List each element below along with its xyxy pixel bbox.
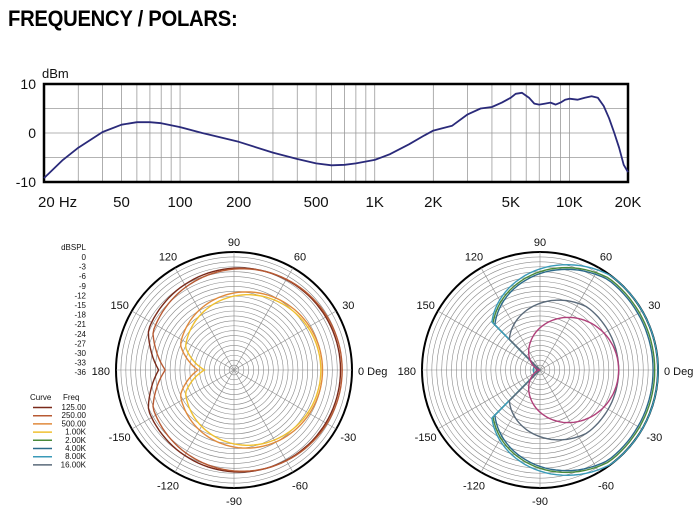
x-tick-label: 50 <box>113 194 130 211</box>
radial-tick-label: -18 <box>74 311 86 320</box>
polar-spoke <box>233 267 294 371</box>
angle-label: -30 <box>646 432 662 444</box>
y-tick-label: -10 <box>16 174 36 190</box>
polar-spoke <box>437 310 541 371</box>
polar-spoke <box>539 310 643 371</box>
angle-label: -90 <box>532 496 548 508</box>
angle-label: -90 <box>226 496 242 508</box>
angle-label: 30 <box>342 300 354 312</box>
angle-label: 180 <box>92 366 110 378</box>
x-tick-label: 1K <box>366 194 384 211</box>
radial-tick-label: -30 <box>74 349 86 358</box>
radial-tick-label: -27 <box>74 339 86 348</box>
radial-tick-label: -6 <box>79 272 87 281</box>
polar-curve-1-00K <box>184 294 322 446</box>
angle-label: -120 <box>463 480 485 492</box>
radial-tick-label: -36 <box>74 368 86 377</box>
angle-label: 120 <box>465 252 483 264</box>
angle-label: -150 <box>415 432 437 444</box>
polar-spoke <box>233 369 337 430</box>
legend-label: 8.00K <box>65 452 87 461</box>
polar-spoke <box>233 310 337 371</box>
angle-label: 90 <box>534 237 546 249</box>
y-tick-label: 10 <box>20 76 36 92</box>
x-tick-label: 2K <box>424 194 442 211</box>
plot-frame <box>42 82 630 184</box>
radial-tick-label: -12 <box>74 291 86 300</box>
page-title: FREQUENCY / POLARS: <box>8 6 238 31</box>
legend-label: 500.00 <box>62 419 87 428</box>
y-axis-label: dBm <box>42 66 69 81</box>
angle-label: 90 <box>228 237 240 249</box>
polar-spoke <box>233 369 294 473</box>
angle-label: 180 <box>398 366 416 378</box>
polar-spoke <box>539 267 600 371</box>
polar-spoke <box>480 369 541 473</box>
frequency-response-line <box>43 91 629 179</box>
polar-spoke <box>480 267 541 371</box>
legend-label: 250.00 <box>62 411 87 420</box>
radial-tick-label: -9 <box>79 282 87 291</box>
legend-label: 2.00K <box>65 436 87 445</box>
angle-label: 150 <box>111 300 129 312</box>
polar-curve-8-00K <box>491 263 659 477</box>
radial-tick-label: -21 <box>74 320 86 329</box>
legend-header-curve: Curve <box>30 393 52 402</box>
polar-chart-right: 90 60 30 0 Deg -30 -60 -90 -120 -150 180 150 120 <box>398 237 694 508</box>
polar-curve-500-00 <box>180 291 324 449</box>
polar-spoke <box>131 369 235 430</box>
polar-curve-narrow <box>528 316 620 424</box>
x-tick-label: 200 <box>226 194 251 211</box>
polar-spoke <box>539 369 600 473</box>
legend-label: 125.00 <box>62 403 87 412</box>
legend-label: 1.00K <box>65 428 87 437</box>
angle-label: -30 <box>340 432 356 444</box>
angle-label: -60 <box>292 480 308 492</box>
angle-label: 0 Deg <box>664 366 693 378</box>
radial-tick-label: -24 <box>74 330 86 339</box>
legend-label: 16.00K <box>61 460 87 469</box>
x-tick-label: 100 <box>168 194 193 211</box>
angle-label: 30 <box>648 300 660 312</box>
angle-label: -150 <box>109 432 131 444</box>
radial-axis-label: dBSPL <box>61 243 86 252</box>
angle-label: 60 <box>600 252 612 264</box>
polar-chart-left: 90 60 30 0 Deg -30 -60 -90 -120 -150 180 150 120 <box>92 237 388 508</box>
radial-tick-label: 0 <box>82 253 87 262</box>
angle-label: 120 <box>159 252 177 264</box>
polar-spoke <box>131 310 235 371</box>
polar-curve-250-00 <box>152 268 343 472</box>
x-tick-label: 10K <box>556 194 583 211</box>
angle-label: 0 Deg <box>358 366 387 378</box>
x-tick-label: 20K <box>615 194 642 211</box>
radial-tick-label: -15 <box>74 301 86 310</box>
angle-label: -120 <box>157 480 179 492</box>
legend-label: 4.00K <box>65 444 87 453</box>
legend-header-freq: Freq <box>63 393 79 402</box>
radial-tick-label: -3 <box>79 263 87 272</box>
x-tick-label: 5K <box>502 194 520 211</box>
angle-label: 60 <box>294 252 306 264</box>
x-tick-label: 500 <box>304 194 329 211</box>
angle-label: -60 <box>598 480 614 492</box>
angle-label: 150 <box>417 300 435 312</box>
polar-spoke <box>437 369 541 430</box>
x-tick-label: 20 Hz <box>38 194 77 211</box>
polar-curve-4-00K <box>494 268 654 472</box>
y-tick-label: 0 <box>28 125 36 141</box>
polar-spoke <box>539 369 643 430</box>
radial-tick-label: -33 <box>74 359 86 368</box>
